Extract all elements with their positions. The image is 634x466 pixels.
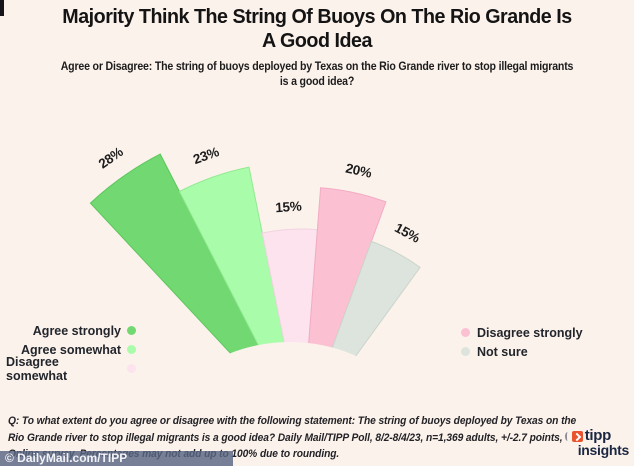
legend-swatch-agree-somewhat [127, 345, 136, 354]
tipp-insights-logo: tipp insights [564, 427, 630, 458]
wedge-value-label: 23% [191, 144, 221, 167]
legend-label: Agree somewhat [20, 342, 121, 357]
title-line-1: Majority Think The String Of Buoys On Th… [62, 5, 572, 28]
legend-label: Disagree strongly [477, 325, 583, 340]
legend-swatch-disagree-strongly [461, 328, 470, 337]
legend-label: Not sure [477, 344, 528, 359]
legend-item-disagree-strongly: Disagree strongly [461, 323, 583, 342]
tipp-logo-subtext: insights [577, 442, 630, 458]
corner-artifact [0, 0, 4, 16]
subtitle-line-1: Agree or Disagree: The string of buoys d… [60, 61, 574, 73]
copyright-bar: © DailyMail.com/TIPP [0, 451, 233, 466]
title-line-2: A Good Idea [262, 29, 372, 52]
wedge-value-label: 20% [344, 161, 373, 181]
wedge-value-label: 15% [392, 220, 422, 246]
legend-swatch-agree-strongly [127, 326, 136, 335]
wedge-value-label: 28% [96, 144, 126, 171]
legend-item-not-sure: Not sure [461, 342, 583, 361]
legend-swatch-disagree-somewhat [127, 364, 136, 373]
legend-swatch-not-sure [461, 347, 470, 356]
wedge-value-label: 15% [275, 199, 302, 216]
tipp-logo-text: tipp [584, 427, 612, 444]
legend-label: Disagree somewhat [6, 354, 68, 383]
tipp-logo-row: tipp [564, 427, 629, 444]
subtitle-line-2: is a good idea? [279, 76, 355, 88]
chart-subtitle: Agree or Disagree: The string of buoys d… [0, 60, 634, 90]
legend-label: Agree strongly [32, 323, 121, 338]
legend-right: Disagree strongly Not sure [461, 323, 583, 361]
legend-item-disagree-somewhat: Disagree somewhat [6, 355, 136, 383]
legend-item-agree-strongly: Agree strongly [6, 321, 136, 340]
legend-left: Agree strongly Agree somewhat Disagree s… [6, 321, 136, 383]
legend-item-agree-somewhat: Agree somewhat [6, 340, 136, 359]
fan-chart: 28% 23% 15% 20% 15% [89, 144, 425, 412]
copyright-text: © DailyMail.com/TIPP [5, 451, 128, 465]
tipp-crescent-icon [564, 431, 570, 441]
fan-inner-cutout [155, 342, 425, 412]
page-title: Majority Think The String Of Buoys On Th… [0, 5, 634, 53]
tipp-arrow-icon [571, 430, 583, 442]
